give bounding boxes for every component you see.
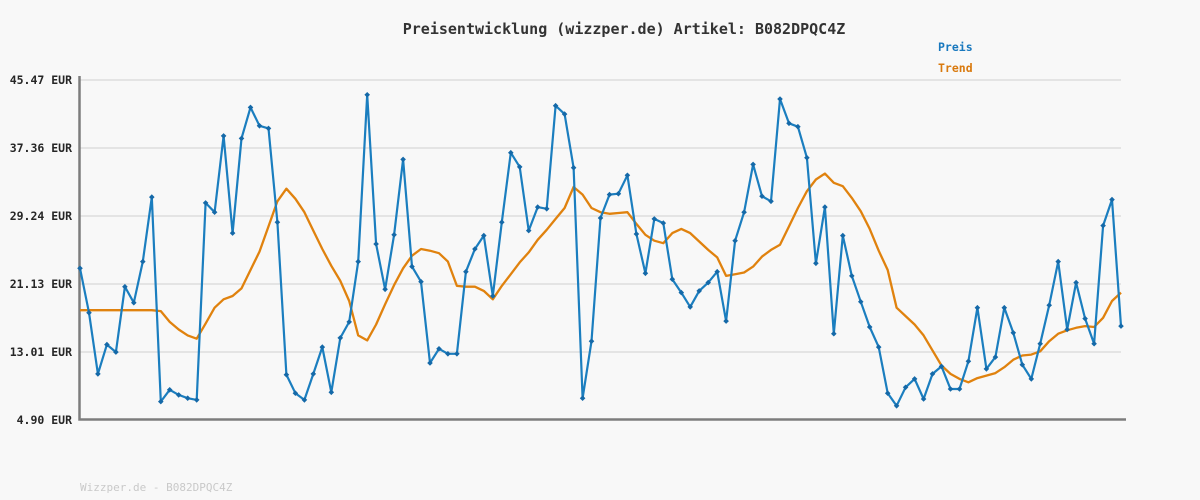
axis-spine: [78, 76, 1126, 421]
y-tick-label: 13.01 EUR: [9, 345, 72, 359]
legend-item-preis: Preis: [938, 40, 973, 54]
y-tick-label: 45.47 EUR: [9, 73, 72, 87]
footer-watermark: Wizzper.de - B082DPQC4Z: [80, 481, 233, 494]
y-tick-label: 4.90 EUR: [16, 413, 72, 427]
preis-markers: [77, 92, 1124, 409]
preis-line: [78, 93, 1123, 407]
y-tick-label: 37.36 EUR: [9, 141, 72, 155]
chart-title: Preisentwicklung (wizzper.de) Artikel: B…: [402, 20, 846, 38]
legend-item-trend: Trend: [938, 61, 973, 75]
y-tick-label: 29.24 EUR: [9, 209, 72, 223]
trend-line: [80, 172, 1122, 384]
y-tick-label: 21.13 EUR: [9, 277, 72, 291]
